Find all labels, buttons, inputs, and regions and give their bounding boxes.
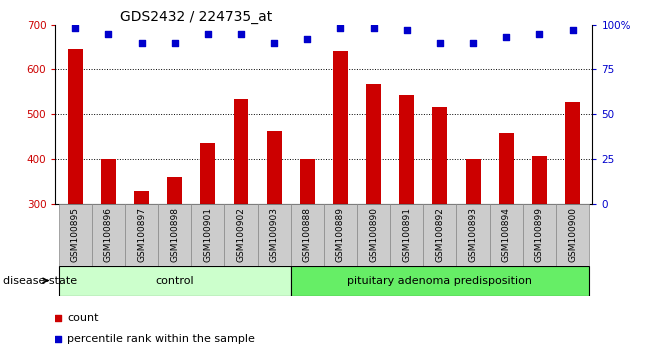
Bar bbox=[523, 204, 556, 266]
Text: GSM100889: GSM100889 bbox=[336, 207, 345, 262]
Text: percentile rank within the sample: percentile rank within the sample bbox=[67, 334, 255, 344]
Bar bbox=[201, 143, 215, 204]
Bar bbox=[465, 159, 480, 204]
Text: GSM100890: GSM100890 bbox=[369, 207, 378, 262]
Bar bbox=[366, 84, 381, 204]
Bar bbox=[92, 204, 125, 266]
Bar bbox=[399, 95, 414, 204]
Bar bbox=[68, 49, 83, 204]
Point bbox=[136, 40, 146, 45]
Bar bbox=[291, 266, 589, 296]
Bar bbox=[532, 156, 547, 204]
Point bbox=[202, 31, 213, 36]
Point bbox=[302, 36, 312, 42]
Point bbox=[567, 27, 577, 33]
Bar bbox=[167, 177, 182, 204]
Text: GSM100898: GSM100898 bbox=[170, 207, 179, 262]
Point bbox=[103, 31, 113, 36]
Bar bbox=[267, 131, 282, 204]
Bar bbox=[423, 204, 456, 266]
Bar bbox=[333, 51, 348, 204]
Bar bbox=[191, 204, 225, 266]
Point bbox=[501, 34, 512, 40]
Point bbox=[335, 25, 346, 31]
Bar bbox=[324, 204, 357, 266]
Point bbox=[70, 25, 81, 31]
Text: GSM100900: GSM100900 bbox=[568, 207, 577, 262]
Point bbox=[169, 40, 180, 45]
Text: GSM100899: GSM100899 bbox=[535, 207, 544, 262]
Text: GSM100888: GSM100888 bbox=[303, 207, 312, 262]
Bar bbox=[59, 266, 291, 296]
Text: GSM100897: GSM100897 bbox=[137, 207, 146, 262]
Text: GSM100896: GSM100896 bbox=[104, 207, 113, 262]
Text: GSM100893: GSM100893 bbox=[469, 207, 478, 262]
Text: GSM100903: GSM100903 bbox=[270, 207, 279, 262]
Text: count: count bbox=[67, 313, 99, 323]
Point bbox=[468, 40, 478, 45]
Text: GSM100902: GSM100902 bbox=[236, 207, 245, 262]
Bar bbox=[300, 159, 314, 204]
Bar bbox=[59, 204, 92, 266]
Point bbox=[534, 31, 545, 36]
Bar bbox=[432, 108, 447, 204]
Point bbox=[236, 31, 246, 36]
Point bbox=[402, 27, 412, 33]
Bar bbox=[499, 133, 514, 204]
Text: pituitary adenoma predisposition: pituitary adenoma predisposition bbox=[348, 275, 533, 286]
Bar bbox=[134, 191, 149, 204]
Bar bbox=[158, 204, 191, 266]
Bar bbox=[101, 159, 116, 204]
Bar bbox=[125, 204, 158, 266]
Text: GSM100895: GSM100895 bbox=[71, 207, 79, 262]
Text: GSM100894: GSM100894 bbox=[502, 207, 511, 262]
Text: GDS2432 / 224735_at: GDS2432 / 224735_at bbox=[120, 10, 272, 24]
Bar bbox=[556, 204, 589, 266]
Bar bbox=[225, 204, 258, 266]
Text: control: control bbox=[156, 275, 194, 286]
Text: GSM100892: GSM100892 bbox=[436, 207, 445, 262]
Point bbox=[343, 59, 353, 65]
Point bbox=[368, 25, 379, 31]
Point bbox=[435, 40, 445, 45]
Bar bbox=[234, 98, 249, 204]
Bar bbox=[565, 102, 580, 204]
Point bbox=[343, 254, 353, 259]
Bar bbox=[390, 204, 423, 266]
Text: GSM100901: GSM100901 bbox=[203, 207, 212, 262]
Bar bbox=[490, 204, 523, 266]
Text: disease state: disease state bbox=[3, 275, 77, 286]
Point bbox=[269, 40, 279, 45]
Bar bbox=[456, 204, 490, 266]
Bar bbox=[357, 204, 390, 266]
Bar bbox=[291, 204, 324, 266]
Text: GSM100891: GSM100891 bbox=[402, 207, 411, 262]
Bar bbox=[258, 204, 291, 266]
